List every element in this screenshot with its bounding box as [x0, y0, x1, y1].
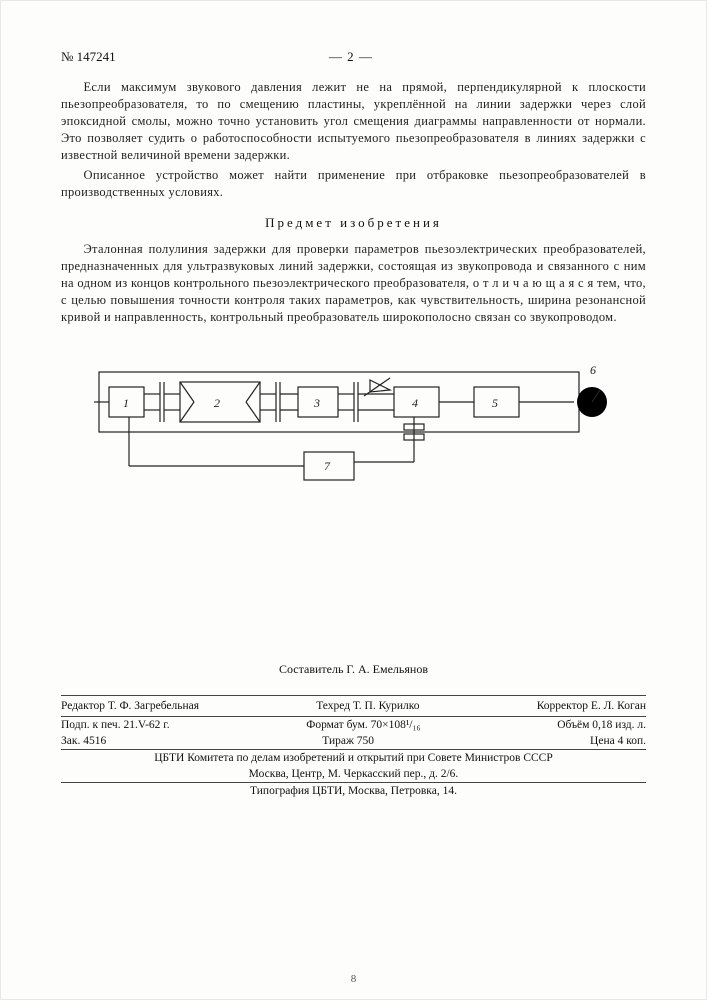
- print-date: Подп. к печ. 21.V-62 г.: [61, 719, 170, 731]
- diagram-label-1: 1: [123, 396, 129, 410]
- body-paragraph-1: Если максимум звукового давления лежит н…: [61, 79, 646, 163]
- print-run: Тираж 750: [322, 735, 374, 747]
- price: Цена 4 коп.: [590, 735, 646, 747]
- sheet-number: 8: [351, 973, 357, 985]
- order-number: Зак. 4516: [61, 735, 106, 747]
- page-root: № 147241 — 2 — Если максимум звукового д…: [0, 0, 707, 1000]
- diagram-label-4: 4: [412, 396, 418, 410]
- body-paragraph-3: Эталонная полулиния задержки для проверк…: [61, 241, 646, 325]
- paper-format: Формат бум. 70×108¹/₁₆: [306, 719, 420, 731]
- doc-number: № 147241: [61, 49, 116, 65]
- diagram-label-2: 2: [214, 396, 220, 410]
- printer-line: Типография ЦБТИ, Москва, Петровка, 14.: [61, 783, 646, 799]
- publisher-address: Москва, Центр, М. Черкасский пер., д. 2/…: [61, 766, 646, 782]
- diagram-label-3: 3: [313, 396, 320, 410]
- diagram-label-5: 5: [492, 396, 498, 410]
- diagram-label-6: 6: [590, 363, 596, 377]
- editor-credit: Редактор Т. Ф. Загребельная: [61, 700, 199, 712]
- diagram-label-7: 7: [324, 459, 331, 473]
- body-paragraph-2: Описанное устройство может найти примене…: [61, 167, 646, 201]
- proofreader-credit: Корректор Е. Л. Коган: [537, 700, 646, 712]
- page-header: № 147241 — 2 —: [61, 49, 646, 65]
- publisher-line-1: ЦБТИ Комитета по делам изобретений и отк…: [61, 750, 646, 766]
- pubinfo-row-1: Подп. к печ. 21.V-62 г. Формат бум. 70×1…: [61, 717, 646, 733]
- credits-row-1: Редактор Т. Ф. Загребельная Техред Т. П.…: [61, 695, 646, 716]
- page-number: — 2 —: [329, 49, 373, 65]
- compiler-credit: Составитель Г. А. Емельянов: [61, 662, 646, 677]
- section-title: Предмет изобретения: [61, 215, 646, 231]
- pubinfo-row-2: Зак. 4516 Тираж 750 Цена 4 коп.: [61, 733, 646, 749]
- tech-editor-credit: Техред Т. П. Курилко: [316, 700, 419, 712]
- volume: Объём 0,18 изд. л.: [557, 719, 646, 731]
- block-diagram: 1 2 3: [61, 352, 646, 502]
